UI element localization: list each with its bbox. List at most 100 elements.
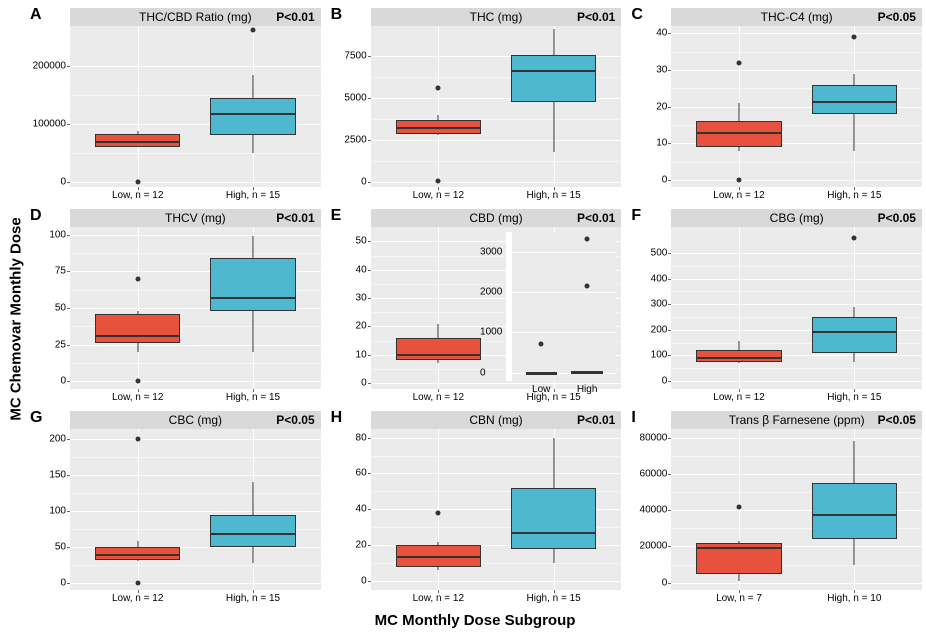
outlier-point [585,284,590,289]
whisker-lower [438,567,439,571]
x-axis-label: MC Monthly Dose Subgroup [28,608,922,629]
x-tick-low: Low, n = 12 [413,190,464,201]
panel-A: ATHC/CBD Ratio (mg)P<0.010100000200000Lo… [28,8,321,205]
box [696,121,781,147]
x-tick-high: High, n = 15 [226,593,280,604]
median-line [95,141,180,143]
y-tick-label: 0 [662,577,668,588]
y-tick-label: 100 [49,229,66,240]
whisker-lower [438,360,439,363]
x-tick-high: High, n = 15 [226,190,280,201]
x-tick-high: High, n = 10 [827,593,881,604]
outlier-point [585,237,590,242]
x-tick-high: High, n = 15 [226,392,280,403]
plot-row: 0100200300400500 [629,227,922,388]
x-tick-low: Low, n = 12 [713,190,764,201]
panel-letter: C [631,6,643,24]
x-tick-low: Low, n = 12 [413,593,464,604]
panel-grid: ATHC/CBD Ratio (mg)P<0.010100000200000Lo… [28,8,922,608]
outlier-point [135,379,140,384]
y-tick-label: 40 [356,504,367,515]
outlier-point [737,504,742,509]
whisker-upper [739,103,740,121]
y-tick-label: 50 [55,541,66,552]
box [526,372,557,374]
box [396,545,481,567]
x-tick-low: Low, n = 12 [112,392,163,403]
y-tick-label: 30 [656,64,667,75]
x-tick-low: Low, n = 12 [713,392,764,403]
box [571,371,602,373]
box [696,350,781,362]
panel-title: CBD (mg) [469,211,522,225]
y-tick-label: 80 [356,432,367,443]
median-line [396,127,481,129]
y-tick-label: 5000 [344,93,366,104]
plot-row: 0100000200000 [28,26,321,187]
y-tick-label: 0 [60,376,66,387]
whisker-upper [854,74,855,85]
median-line [95,554,180,556]
y-tick-label: 60 [356,468,367,479]
whisker-upper [739,341,740,350]
x-tick-high: High, n = 15 [827,392,881,403]
panel-D: DTHCV (mg)P<0.010255075100Low, n = 12Hig… [28,209,321,406]
whisker-upper [553,29,554,54]
panel-pvalue: P<0.05 [878,413,916,427]
outlier-point [135,276,140,281]
y-tick-label: 0 [60,577,66,588]
panel-pvalue: P<0.01 [276,10,314,24]
whisker-upper [854,441,855,483]
box [812,317,897,353]
x-axis: Low, n = 12 High, n = 15 [70,389,321,407]
box [511,55,596,102]
median-line [95,335,180,337]
outlier-point [135,580,140,585]
panel-letter: H [331,409,343,427]
whisker-lower [553,549,554,563]
y-tick-label: 400 [651,273,668,284]
x-axis: Low, n = 12High, n = 15 [371,389,622,407]
inset-y-tick: 0 [480,367,486,378]
y-tick-label: 0 [361,377,367,388]
box [95,314,180,343]
median-line [511,70,596,72]
x-tick-high: High, n = 15 [827,190,881,201]
y-tick-label: 150 [49,470,66,481]
panel-pvalue: P<0.01 [577,211,615,225]
box [812,483,897,539]
panel-title: THC/CBD Ratio (mg) [139,10,252,24]
panel-pvalue: P<0.01 [577,10,615,24]
outlier-point [852,235,857,240]
panel-G: GCBC (mg)P<0.05050100150200Low, n = 12Hi… [28,411,321,608]
whisker-upper [252,75,253,98]
y-tick-label: 0 [60,176,66,187]
y-axis: 0250050007500 [329,26,371,187]
x-axis: Low, n = 12High, n = 15 [371,187,622,205]
plot-area [70,227,321,388]
panel-title: CBC (mg) [169,413,222,427]
plot-area: 0100020003000LowHigh [371,227,622,388]
x-axis: Low, n = 7High, n = 10 [671,590,922,608]
y-tick-label: 50 [356,236,367,247]
whisker-lower [739,147,740,151]
median-line [396,556,481,558]
y-tick-label: 0 [361,177,367,188]
plot-row: 0255075100 [28,227,321,388]
y-tick-label: 0 [361,576,367,587]
panel-I: ITrans β Farnesene (ppm)P<0.050200004000… [629,411,922,608]
panel-strip: THC (mg)P<0.01 [371,8,622,26]
y-tick-label: 2500 [344,135,366,146]
outlier-point [135,179,140,184]
y-axis: 0100000200000 [28,26,70,187]
whisker-lower [137,343,138,352]
box [396,120,481,133]
y-tick-label: 200 [49,434,66,445]
whisker-lower [438,134,439,136]
outlier-point [436,178,441,183]
plot-area [671,227,922,388]
panel-pvalue: P<0.05 [276,413,314,427]
y-tick-label: 0 [662,174,668,185]
y-tick-label: 10 [356,349,367,360]
box [210,258,295,311]
